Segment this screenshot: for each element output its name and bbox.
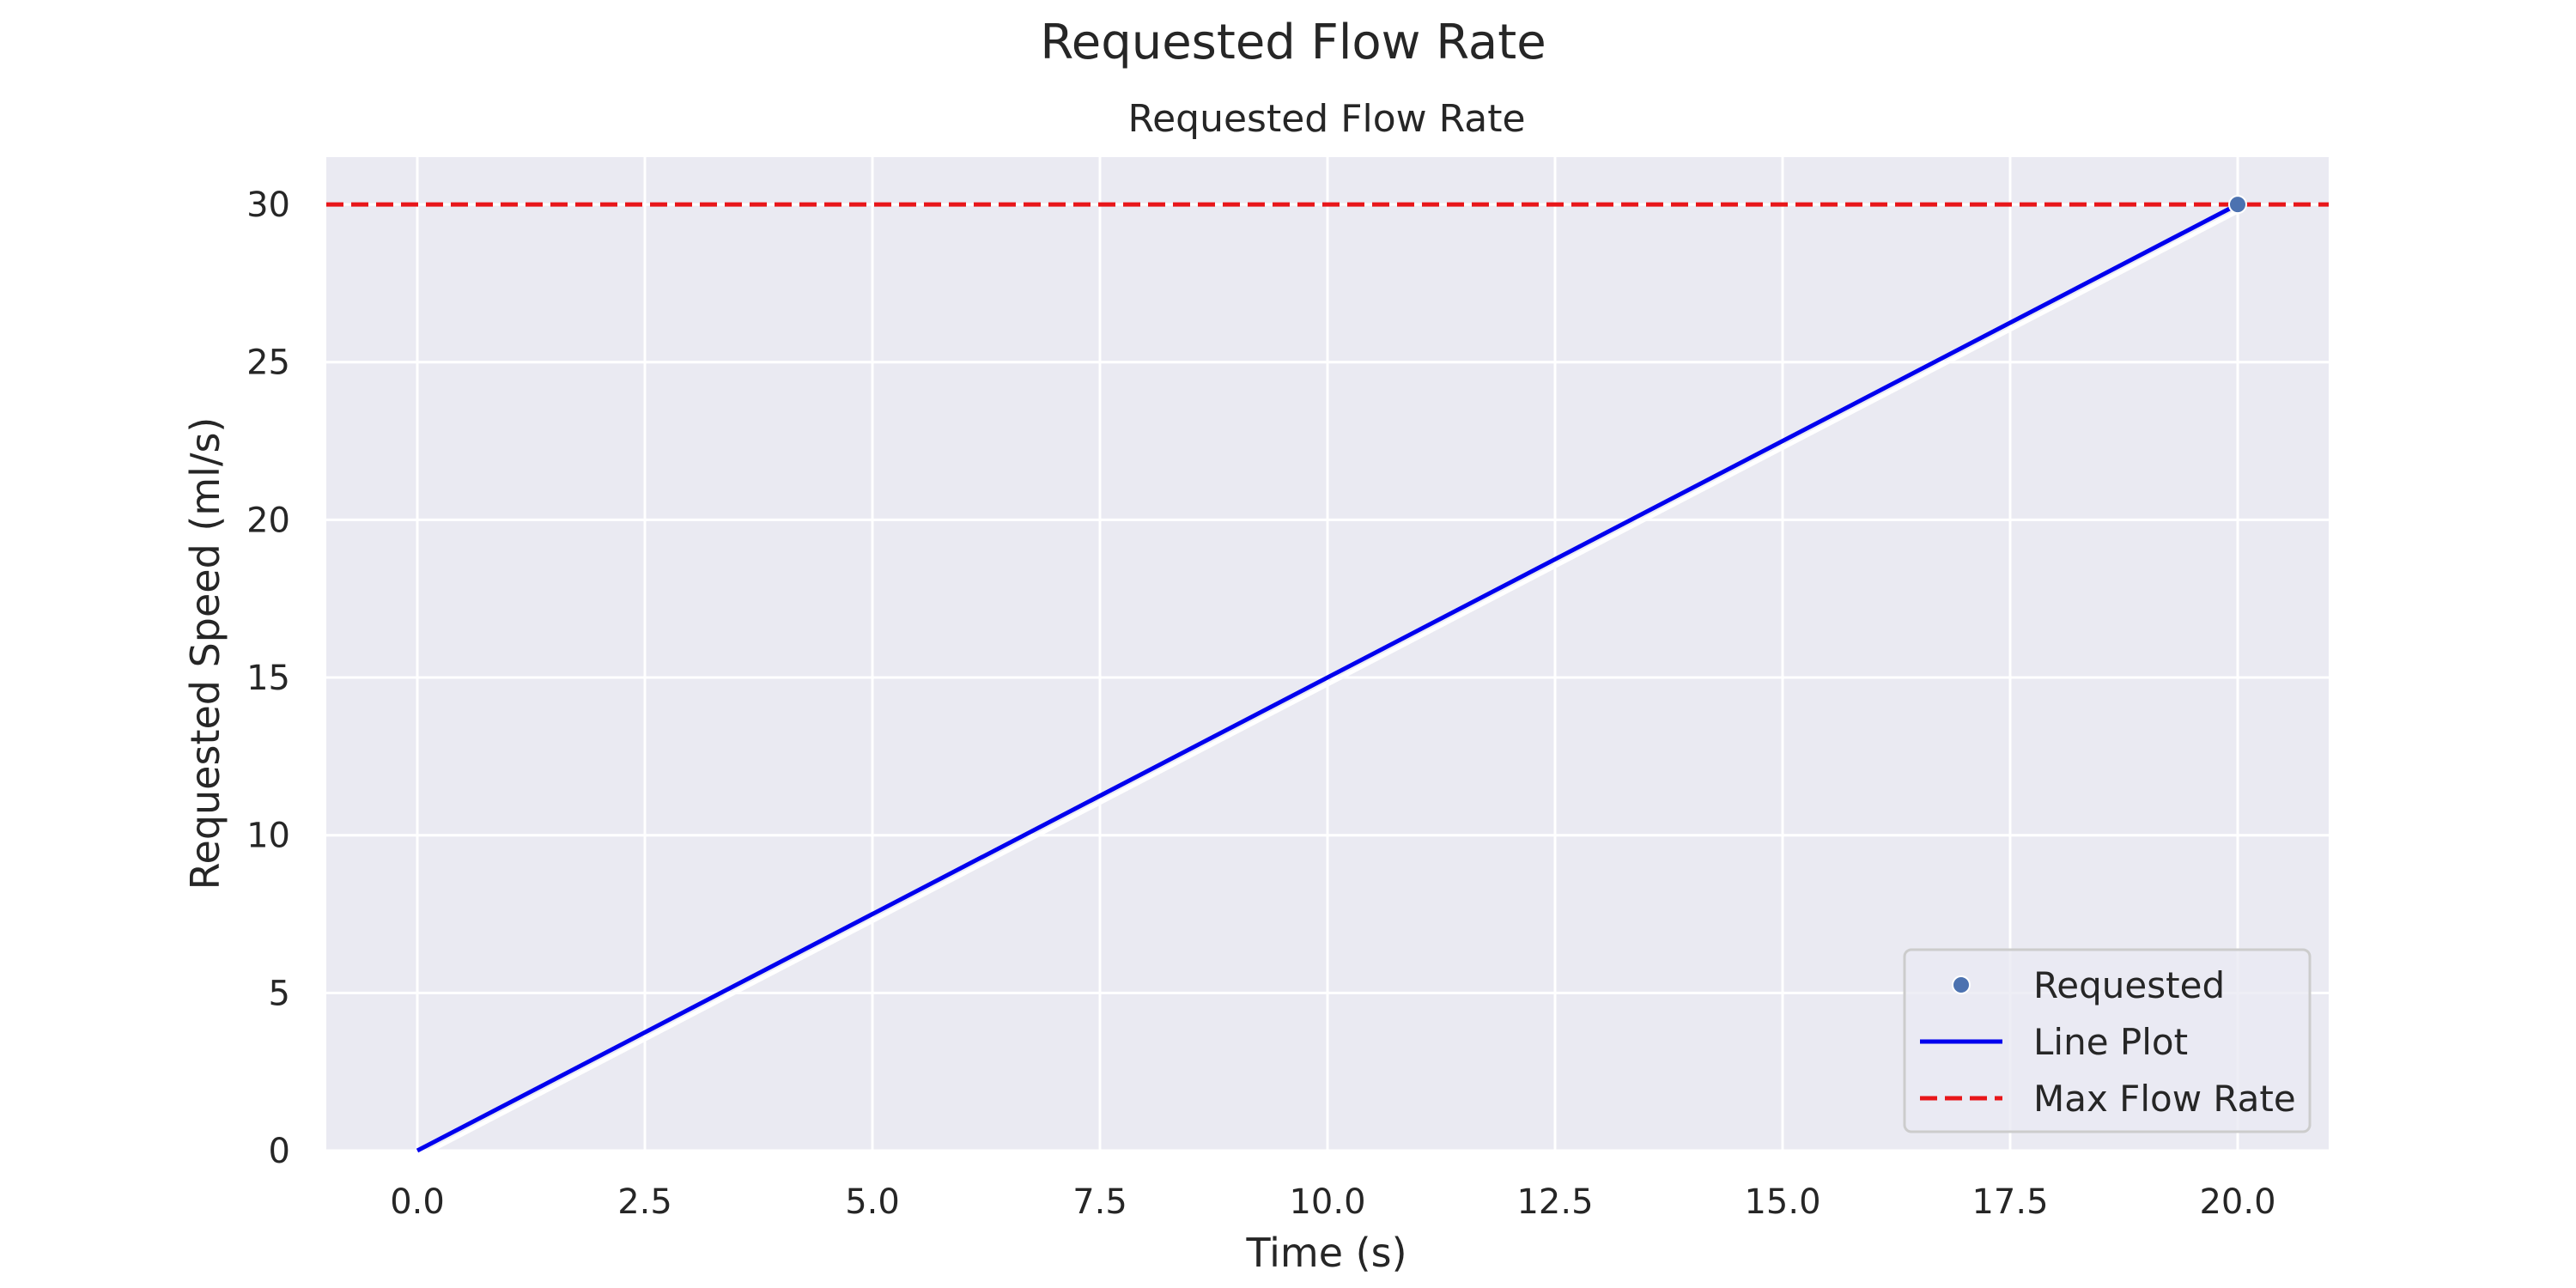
x-tick-label: 2.5: [617, 1182, 672, 1222]
x-tick-label: 0.0: [390, 1182, 445, 1222]
x-tick-label: 10.0: [1289, 1182, 1365, 1222]
x-tick-label: 20.0: [2199, 1182, 2275, 1222]
chart-title: Requested Flow Rate: [1127, 97, 1525, 141]
legend: Requested Line Plot Max Flow Rate: [1903, 948, 2312, 1133]
x-tick-label: 7.5: [1072, 1182, 1127, 1222]
legend-label: Max Flow Rate: [2033, 1078, 2296, 1120]
tick-labels: 0.0 2.5 5.0 7.5 10.0 12.5 15.0 17.5 20.0 0 5 10 15 20…: [246, 185, 2275, 1222]
y-tick-label: 10: [246, 817, 290, 856]
y-tick-label: 0: [269, 1132, 290, 1171]
x-axis-label: Time (s): [1245, 1230, 1406, 1276]
x-tick-label: 15.0: [1744, 1182, 1820, 1222]
requested-point: [2228, 195, 2247, 215]
line-plot-shadow: [416, 209, 2239, 1160]
x-tick-label: 12.5: [1516, 1182, 1593, 1222]
y-tick-label: 25: [246, 343, 290, 383]
y-tick-label: 5: [269, 974, 290, 1013]
y-tick-label: 15: [246, 659, 290, 698]
x-tick-label: 5.0: [845, 1182, 900, 1222]
x-tick-label: 17.5: [1971, 1182, 2048, 1222]
legend-marker-requested: [1952, 975, 1971, 994]
legend-label: Requested: [2033, 964, 2225, 1006]
line-plot-series: [416, 202, 2239, 1153]
legend-box: [1903, 948, 2312, 1133]
y-tick-label: 30: [246, 185, 290, 225]
y-axis-label: Requested Speed (ml/s): [182, 417, 228, 890]
y-tick-label: 20: [246, 501, 290, 540]
legend-label: Line Plot: [2033, 1021, 2188, 1063]
figure-title: Requested Flow Rate: [1040, 15, 1546, 70]
plot-marks: [326, 195, 2329, 1160]
